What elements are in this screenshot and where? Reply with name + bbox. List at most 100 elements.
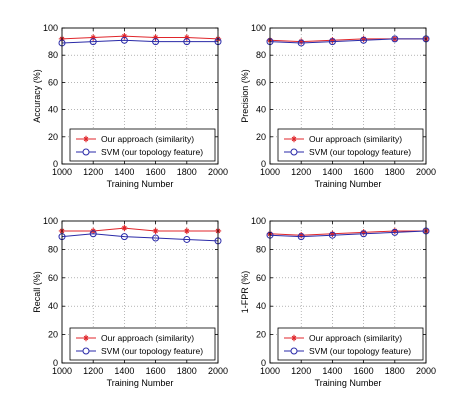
x-tick-label: 1800 bbox=[385, 366, 405, 376]
data-point-circle bbox=[89, 230, 97, 238]
data-point-circle bbox=[328, 38, 336, 46]
data-point-circle bbox=[328, 231, 336, 239]
y-tick-label: 0 bbox=[53, 358, 58, 368]
data-point-circle bbox=[183, 235, 191, 243]
legend-marker-circle bbox=[82, 148, 90, 156]
x-tick-label: 1600 bbox=[146, 366, 166, 376]
plot-frame bbox=[269, 220, 427, 364]
legend-label-2: SVM (our topology feature) bbox=[309, 346, 411, 356]
y-tick-label: 0 bbox=[53, 159, 58, 169]
legend: Our approach (similarity) SVM (our topolo… bbox=[277, 327, 424, 361]
y-tick-label: 0 bbox=[261, 358, 266, 368]
legend-box bbox=[69, 128, 216, 162]
y-tick-label: 60 bbox=[256, 273, 266, 283]
data-point-circle bbox=[120, 36, 128, 44]
series-line-1 bbox=[62, 227, 218, 232]
legend-marker-star bbox=[290, 135, 298, 143]
x-tick-label: 1600 bbox=[354, 366, 374, 376]
legend-marker-star bbox=[82, 135, 90, 143]
y-axis-title: 1-FPR (%) bbox=[240, 271, 250, 314]
x-tick-label: 1800 bbox=[385, 167, 405, 177]
x-tick-label: 1200 bbox=[83, 366, 103, 376]
x-tick-label: 1600 bbox=[354, 167, 374, 177]
x-tick-label: 1600 bbox=[146, 167, 166, 177]
y-tick-label: 40 bbox=[48, 301, 58, 311]
y-tick-label: 100 bbox=[43, 216, 58, 226]
chart-panel-1: 1000 1200 1400 1600 1800 2000 0 20 40 60 80 100 Trai… bbox=[32, 23, 228, 189]
data-point-circle bbox=[360, 36, 368, 44]
y-tick-label: 100 bbox=[251, 23, 266, 33]
series-line-1 bbox=[269, 230, 426, 236]
y-tick-label: 100 bbox=[43, 23, 58, 33]
series-line-2 bbox=[61, 233, 219, 242]
y-tick-label: 20 bbox=[48, 330, 58, 340]
plot-frame bbox=[61, 27, 219, 165]
series-line-2 bbox=[269, 230, 427, 238]
data-point-star bbox=[298, 38, 305, 45]
data-point-circle bbox=[89, 38, 97, 46]
data-point-circle bbox=[360, 230, 368, 238]
x-tick-label: 1200 bbox=[83, 167, 103, 177]
series-line-2 bbox=[61, 39, 218, 44]
y-tick-label: 20 bbox=[256, 132, 266, 142]
legend-marker-circle bbox=[290, 347, 298, 355]
chart-panel-4: 1000 1200 1400 1600 1800 2000 0 20 40 60 80 100 Trai… bbox=[240, 216, 436, 388]
y-axis-title: Recall (%) bbox=[32, 271, 42, 313]
data-point-circle bbox=[152, 38, 160, 46]
legend: Our approach (similarity) SVM (our topolo… bbox=[69, 327, 216, 361]
x-tick-label: 1000 bbox=[260, 167, 280, 177]
y-tick-label: 80 bbox=[48, 50, 58, 60]
y-tick-label: 40 bbox=[256, 301, 266, 311]
data-point-star bbox=[121, 32, 128, 40]
legend-box bbox=[69, 327, 216, 361]
legend-label-2: SVM (our topology feature) bbox=[101, 147, 203, 157]
x-tick-label: 1400 bbox=[114, 167, 134, 177]
data-point-star bbox=[360, 229, 367, 236]
y-tick-label: 100 bbox=[251, 216, 266, 226]
legend-label-2: SVM (our topology feature) bbox=[309, 147, 411, 157]
legend-marker-circle bbox=[290, 148, 298, 156]
y-tick-label: 0 bbox=[261, 159, 266, 169]
x-tick-label: 2000 bbox=[208, 167, 228, 177]
data-point-circle bbox=[297, 39, 305, 47]
chart-panel-2: 1000 1200 1400 1600 1800 2000 0 20 40 60 80 100 Trai… bbox=[240, 23, 436, 189]
y-tick-label: 80 bbox=[256, 244, 266, 254]
plot-frame bbox=[269, 27, 427, 165]
data-point-circle bbox=[391, 228, 399, 236]
data-point-star bbox=[329, 37, 336, 44]
y-tick-label: 60 bbox=[256, 77, 266, 87]
data-point-circle bbox=[120, 233, 128, 241]
x-tick-label: 1400 bbox=[322, 366, 342, 376]
x-tick-label: 1800 bbox=[177, 366, 197, 376]
legend-label-1: Our approach (similarity) bbox=[309, 333, 402, 343]
x-tick-label: 1400 bbox=[114, 366, 134, 376]
legend: Our approach (similarity) SVM (our topolo… bbox=[277, 128, 424, 162]
y-axis-title: Accuracy (%) bbox=[32, 69, 42, 123]
x-tick-label: 1000 bbox=[52, 167, 72, 177]
data-point-circle bbox=[183, 38, 191, 46]
x-tick-label: 1200 bbox=[291, 366, 311, 376]
data-point-star bbox=[90, 34, 97, 41]
y-tick-label: 80 bbox=[256, 50, 266, 60]
legend-marker-circle bbox=[82, 347, 90, 355]
data-point-star bbox=[152, 34, 159, 41]
y-tick-label: 20 bbox=[48, 132, 58, 142]
data-point-circle bbox=[297, 233, 305, 241]
x-axis-title: Training Number bbox=[107, 378, 174, 388]
x-tick-label: 2000 bbox=[416, 167, 436, 177]
data-point-star bbox=[298, 232, 305, 239]
y-tick-label: 40 bbox=[48, 105, 58, 115]
legend-marker-star bbox=[82, 334, 90, 342]
y-tick-label: 60 bbox=[48, 77, 58, 87]
y-tick-label: 20 bbox=[256, 330, 266, 340]
x-axis-title: Training Number bbox=[315, 378, 382, 388]
x-tick-label: 1000 bbox=[52, 366, 72, 376]
legend-label-1: Our approach (similarity) bbox=[101, 333, 194, 343]
x-tick-label: 1000 bbox=[260, 366, 280, 376]
series-line-2 bbox=[269, 38, 426, 44]
legend-box bbox=[277, 327, 424, 361]
x-tick-label: 1800 bbox=[177, 167, 197, 177]
data-point-star bbox=[121, 224, 128, 232]
chart-panel-3: 1000 1200 1400 1600 1800 2000 0 20 40 60 80 100 Trai… bbox=[32, 216, 228, 388]
y-tick-label: 80 bbox=[48, 244, 58, 254]
